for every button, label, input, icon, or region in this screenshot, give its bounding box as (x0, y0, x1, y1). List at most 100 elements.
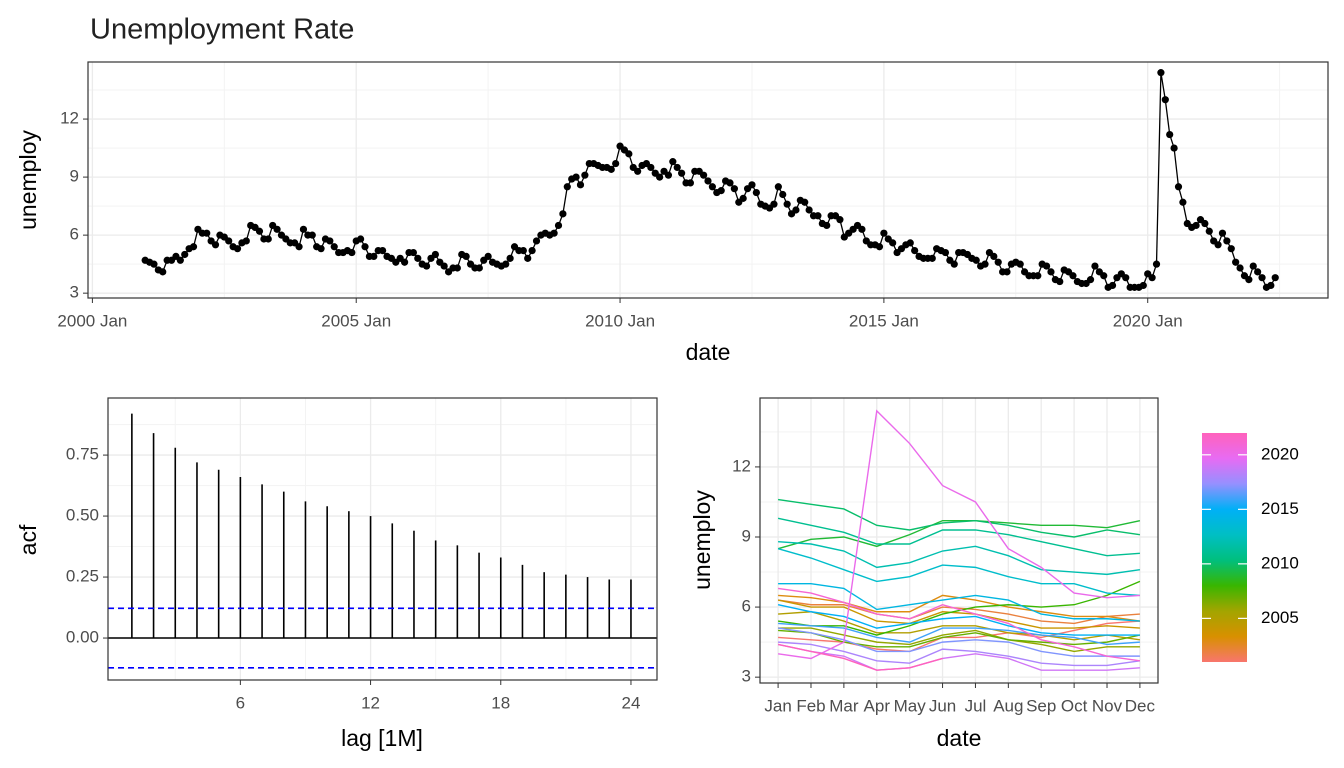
colorbar-label: 2005 (1261, 608, 1299, 627)
point (1003, 268, 1011, 276)
point (273, 225, 281, 233)
point (1205, 227, 1213, 235)
point (805, 206, 813, 214)
point (1227, 245, 1235, 253)
x-axis-title: lag [1M] (341, 725, 423, 751)
season-line (777, 599, 1140, 625)
point (400, 258, 409, 266)
x-tick-label: Apr (864, 696, 891, 715)
point (889, 239, 897, 247)
panel-border (87, 61, 1329, 299)
point (1174, 183, 1183, 191)
point (673, 163, 681, 172)
point (1218, 229, 1227, 237)
season-line (777, 580, 1141, 636)
point (656, 173, 664, 181)
season-line (777, 627, 1140, 657)
point (814, 212, 822, 220)
point (189, 243, 198, 251)
x-tick-label: Oct (1061, 696, 1088, 715)
colorbar-label: 2015 (1261, 499, 1299, 518)
point (502, 260, 510, 268)
point (264, 235, 272, 243)
point (906, 239, 914, 247)
point (519, 247, 527, 255)
y-tick-label: 12 (60, 109, 79, 128)
point (704, 177, 712, 185)
point (1179, 198, 1187, 206)
season-line (777, 519, 1141, 550)
point (664, 171, 673, 179)
season-line (778, 641, 1141, 667)
point (317, 245, 325, 253)
point (554, 221, 563, 230)
point (414, 254, 422, 262)
point (1100, 272, 1108, 280)
point (159, 268, 167, 276)
y-tick-label: 6 (70, 225, 79, 244)
point (634, 167, 642, 175)
x-tick-label: 2000 Jan (57, 311, 127, 330)
x-tick-label: Jun (929, 696, 956, 715)
point (941, 248, 950, 257)
point (348, 248, 356, 257)
season-line (778, 583, 1140, 622)
point (1148, 274, 1156, 282)
point (1258, 274, 1266, 282)
x-axis-title: date (937, 725, 982, 751)
point (1245, 276, 1253, 284)
x-tick-label: 24 (621, 693, 640, 712)
point (990, 252, 998, 261)
x-tick-label: 18 (491, 693, 510, 712)
point (1091, 262, 1099, 270)
point (1042, 262, 1051, 270)
y-tick-label: 9 (70, 167, 79, 186)
y-tick-label: 0.00 (66, 628, 99, 647)
point (1034, 272, 1042, 280)
point (801, 198, 809, 206)
colorbar (1202, 433, 1247, 662)
point (361, 243, 369, 251)
point (330, 243, 338, 251)
y-axis-title: acf (15, 524, 41, 555)
x-tick-label: 2005 Jan (321, 311, 391, 330)
colorbar-label: 2020 (1261, 444, 1299, 463)
y-axis-title: unemploy (15, 130, 41, 230)
point (708, 183, 716, 191)
point (299, 225, 308, 233)
point (1214, 241, 1222, 249)
point (211, 241, 220, 249)
point (823, 221, 831, 230)
panel-border (107, 397, 658, 681)
x-tick-label: Mar (829, 696, 859, 715)
point (181, 250, 189, 259)
point (242, 237, 250, 245)
point (150, 260, 158, 268)
point (1271, 274, 1279, 282)
x-tick-label: May (894, 696, 927, 715)
point (911, 247, 919, 255)
point (612, 159, 620, 168)
point (559, 210, 567, 218)
point (484, 252, 492, 261)
y-tick-label: 9 (742, 526, 751, 545)
point (563, 183, 571, 191)
point (1016, 260, 1024, 268)
point (1201, 219, 1209, 228)
point (409, 248, 417, 257)
point (524, 254, 532, 262)
point (1047, 268, 1055, 276)
y-tick-label: 12 (732, 456, 751, 475)
season-line (777, 643, 943, 671)
point (176, 256, 184, 264)
y-axis-title: unemploy (689, 490, 715, 590)
point (647, 163, 655, 172)
point (581, 171, 589, 179)
y-tick-label: 0.50 (66, 506, 99, 525)
season-line (777, 599, 1140, 629)
chart-title: Unemployment Rate (90, 14, 354, 46)
point (972, 256, 980, 264)
point (532, 237, 541, 245)
y-tick-label: 6 (742, 597, 751, 616)
